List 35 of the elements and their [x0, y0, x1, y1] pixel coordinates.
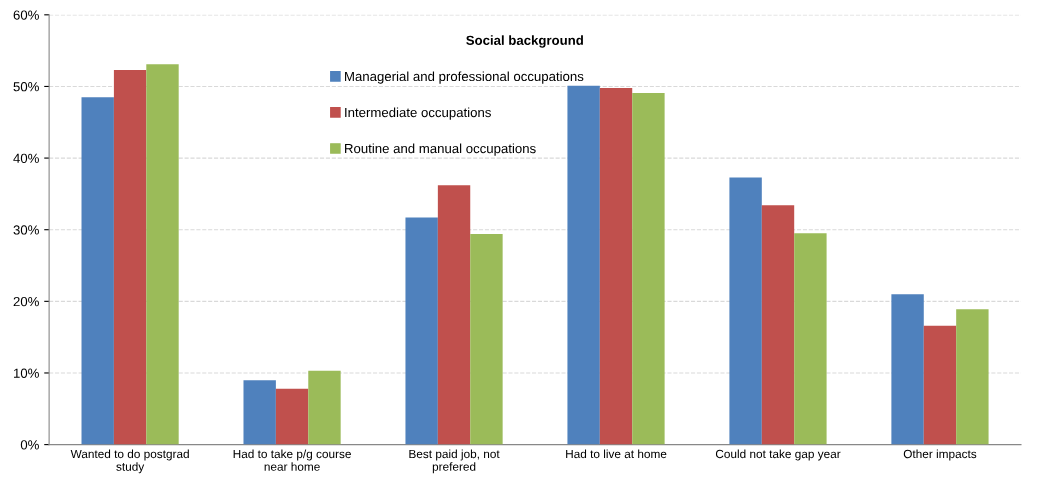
- bar: [437, 185, 471, 445]
- legend-label: Intermediate occupations: [345, 107, 491, 120]
- legend-label: Routine and manual occupations: [345, 143, 536, 156]
- y-tick-label: 50%: [13, 82, 39, 92]
- x-tick-label: Other impacts: [903, 449, 977, 461]
- bar: [794, 233, 827, 445]
- y-tick-label: 10%: [13, 368, 39, 378]
- x-tick-label: Had to take p/g course near home: [233, 449, 351, 471]
- bar: [243, 380, 276, 445]
- bar: [81, 97, 114, 445]
- y-tick-label: 0%: [20, 440, 39, 450]
- y-tick-label: 40%: [13, 153, 39, 163]
- y-tick-label: 60%: [13, 10, 39, 20]
- bar: [956, 309, 989, 445]
- x-tick-label: Wanted to do postgrad study: [70, 449, 189, 474]
- bar: [891, 294, 924, 445]
- y-tick-label: 20%: [13, 296, 39, 307]
- x-tick-label: Could not take gap year: [715, 449, 841, 461]
- y-tick-label: 30%: [13, 225, 39, 235]
- bar: [113, 69, 147, 445]
- bar: [405, 217, 438, 445]
- bar: [632, 92, 665, 445]
- x-tick-label: Best paid job, not prefered: [409, 449, 500, 474]
- bar: [308, 370, 341, 445]
- bar: [275, 388, 309, 445]
- bar: [567, 85, 600, 445]
- legend-title: Social background: [466, 35, 583, 48]
- legend-label: Managerial and professional occupations: [345, 71, 584, 84]
- bar: [761, 205, 795, 445]
- bar: [470, 234, 503, 445]
- bar: [146, 64, 179, 445]
- x-tick-label: Had to live at home: [566, 449, 667, 459]
- bar: [923, 325, 957, 445]
- bar: [729, 177, 762, 445]
- bar: [599, 87, 633, 445]
